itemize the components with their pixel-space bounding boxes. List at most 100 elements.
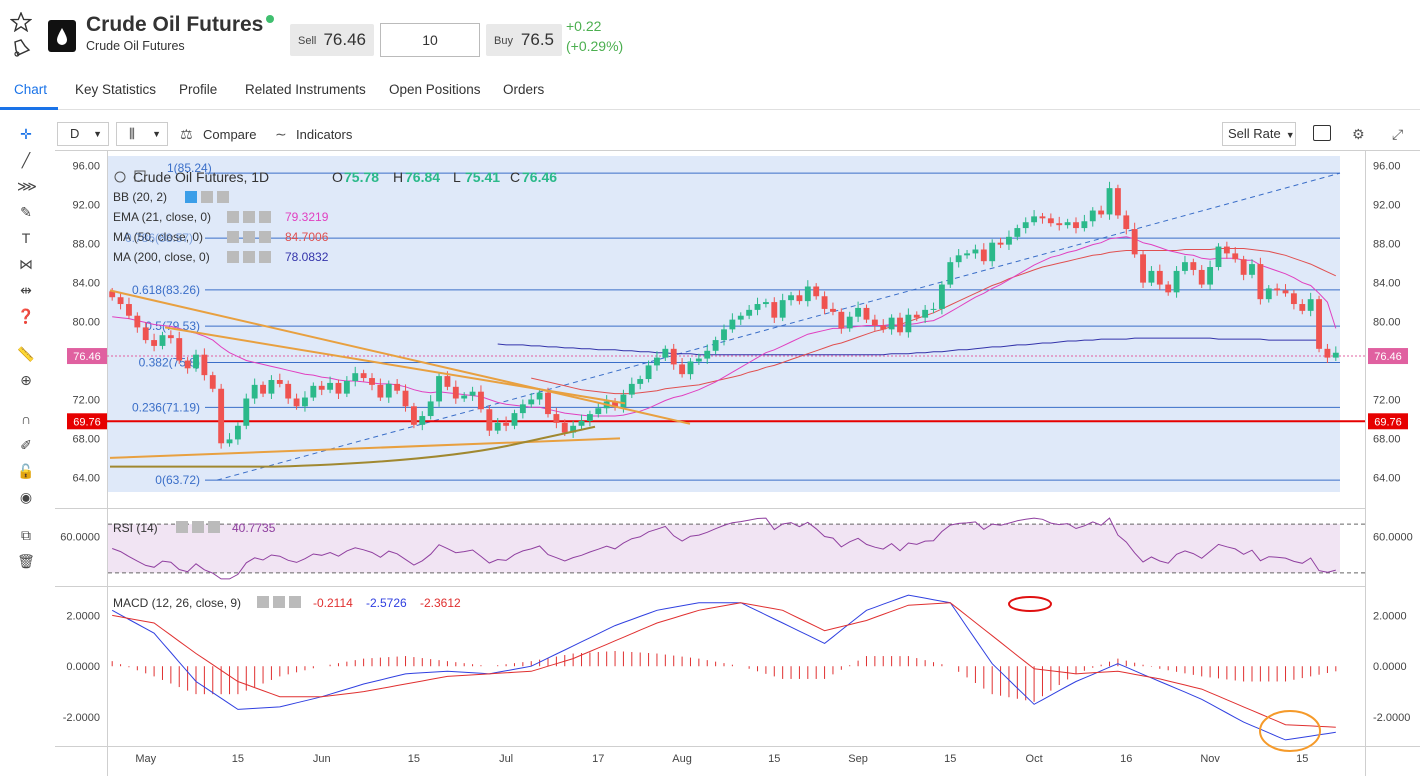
rsi-tick-label: 60.0000 (60, 531, 100, 543)
pane-border (55, 746, 1420, 747)
fullscreen-icon[interactable] (1313, 125, 1331, 141)
tab-profile[interactable]: Profile (179, 82, 218, 97)
candle-up (905, 314, 912, 333)
price-tick-label: 64.00 (1373, 472, 1401, 484)
sell-price: 76.46 (323, 30, 366, 49)
candle-down (318, 385, 325, 390)
indicators-button[interactable]: Indicators (296, 127, 353, 142)
candle-down (813, 286, 820, 297)
tab-key-statistics[interactable]: Key Statistics (75, 82, 157, 97)
tab-chart[interactable]: Chart (14, 82, 48, 97)
x-tick-label: Jul (499, 753, 513, 765)
candle-down (1257, 264, 1264, 300)
price-tick-label: 64.00 (72, 472, 100, 484)
macd-annotation-red-ellipse (1008, 595, 1052, 612)
lock-drawing-icon[interactable]: ✐ (20, 437, 32, 453)
tab-orders[interactable]: Orders (503, 82, 545, 97)
candle-up (595, 408, 602, 415)
candle-up (846, 316, 853, 329)
pane-border (55, 508, 1365, 509)
trendline-icon[interactable]: ╱ (21, 152, 31, 168)
market-status-dot (266, 15, 274, 23)
macd-annotation-orange-ellipse (1259, 710, 1321, 753)
candle-up (762, 302, 769, 305)
candle-down (679, 364, 686, 375)
magnet-icon[interactable]: ∩ (20, 411, 32, 427)
legend-ma50: MA (50, close, 0) (113, 230, 203, 244)
interval-select[interactable]: D ▼ (57, 122, 109, 146)
candle-up (1006, 236, 1012, 245)
fib-top-label: 1(85.24) (167, 161, 212, 175)
candle-down (1282, 290, 1289, 294)
x-tick-label: Nov (1200, 753, 1220, 765)
text-icon[interactable]: T (21, 230, 31, 246)
candle-down (1274, 288, 1281, 291)
legend-control-icon (243, 231, 255, 243)
candle-up (1265, 288, 1272, 300)
candle-up (1249, 264, 1255, 275)
last-price-tag-left (67, 348, 107, 365)
candle-up (343, 380, 350, 394)
legend-c-label: C (510, 169, 520, 185)
candle-up (695, 358, 702, 362)
crosshair-icon[interactable]: ✛ (20, 126, 32, 142)
trend-line-middle (164, 326, 626, 405)
help-icon[interactable]: ❓ (17, 308, 35, 324)
ruler-icon[interactable]: 📏 (17, 346, 35, 362)
compare-button[interactable]: Compare (203, 127, 257, 142)
brush-icon[interactable]: ✎ (20, 204, 32, 220)
fib-level-label: 0.618(83.26) (132, 283, 200, 297)
quantity-input[interactable]: 10 (380, 23, 480, 57)
candle-up (1215, 246, 1222, 268)
settings-icon[interactable]: ⚙ (1352, 126, 1365, 142)
tab-open-positions[interactable]: Open Positions (389, 82, 481, 97)
price-chart[interactable]: 0(63.72) 0.236(71.19) 0.382(75.8) 0.5(79.53… (55, 150, 1420, 776)
ma200-line (497, 337, 1319, 356)
legend-control-icon (176, 521, 188, 533)
sell-button[interactable]: Sell 76.46 (290, 24, 374, 56)
candle-down (410, 406, 417, 425)
x-tick-label: 15 (232, 753, 244, 765)
legend-control-icon (208, 521, 220, 533)
lock-icon[interactable]: 🔓 (17, 463, 35, 479)
support-tag-left (67, 413, 107, 430)
layers-icon[interactable]: ⧉ (21, 527, 31, 543)
alert-bell-icon[interactable] (10, 38, 32, 58)
eye-icon[interactable]: ◉ (19, 489, 33, 505)
pattern-icon[interactable]: ⋈ (19, 256, 33, 272)
candle-down (1198, 269, 1205, 285)
expand-icon[interactable]: ⤢ (1392, 126, 1404, 142)
rsi-zone-background (108, 524, 1340, 573)
price-tick-label: 92.00 (72, 200, 100, 212)
price-tick-label: 92.00 (1373, 200, 1401, 212)
star-icon[interactable] (10, 12, 32, 32)
measure-icon[interactable]: ⇹ (20, 282, 32, 298)
candle-down (1240, 259, 1247, 275)
tab-related-instruments[interactable]: Related Instruments (245, 82, 366, 97)
candle-up (1182, 262, 1188, 271)
candle-down (1190, 262, 1197, 270)
buy-button[interactable]: Buy 76.5 (486, 24, 562, 56)
candle-up (637, 379, 644, 384)
candle-down (201, 354, 208, 376)
chevron-down-icon: ▼ (93, 129, 102, 139)
candle-down (897, 317, 903, 333)
candle-down (838, 311, 845, 329)
legend-macd-value: -2.3612 (420, 596, 461, 610)
last-price-tag-label: 76.46 (73, 351, 101, 363)
candle-up (352, 373, 359, 381)
candle-down (1324, 348, 1331, 358)
price-tick-label: 72.00 (72, 394, 100, 406)
candle-up (469, 391, 476, 396)
candle-up (654, 357, 660, 366)
last-price-tag-right (1368, 348, 1408, 365)
fib-level-label: 0.382(75.8) (139, 355, 200, 369)
legend-ma50-value: 84.7006 (285, 230, 329, 244)
zoom-icon[interactable]: ⊕ (20, 372, 32, 388)
trash-icon[interactable]: 🗑 (17, 553, 35, 569)
candle-down (276, 380, 283, 384)
sell-rate-select[interactable]: Sell Rate ▼ (1222, 122, 1296, 146)
fib-icon[interactable]: ⋙ (17, 178, 37, 194)
chart-type-select[interactable]: ⫼ ▼ (116, 122, 168, 146)
support-tag-label: 69.76 (1374, 416, 1402, 428)
